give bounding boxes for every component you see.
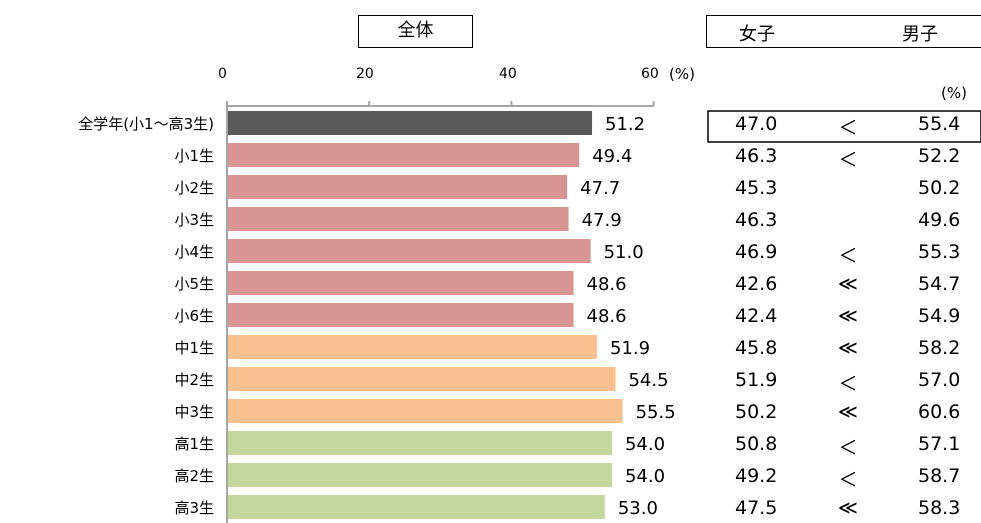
girls-value-5: 42.6 xyxy=(735,273,778,295)
axis-unit-label: (%) xyxy=(669,65,695,83)
comparison-symbol-11: ＜ xyxy=(838,469,858,491)
category-label-8: 中2生 xyxy=(174,371,214,389)
axis-tick-40: 40 xyxy=(499,66,517,82)
girls-value-7: 45.8 xyxy=(735,337,778,359)
girls-value-1: 46.3 xyxy=(735,145,778,167)
boys-value-12: 58.3 xyxy=(918,497,961,519)
boys-header-label: 男子 xyxy=(902,24,938,45)
table-unit-label: (%) xyxy=(941,84,967,102)
boys-value-5: 54.7 xyxy=(918,273,961,295)
girls-value-10: 50.8 xyxy=(735,433,778,455)
value-label-6: 48.6 xyxy=(586,306,627,327)
comparison-symbol-5: ≪ xyxy=(838,273,858,295)
value-label-2: 47.7 xyxy=(580,178,621,199)
bar-6 xyxy=(228,303,574,327)
category-label-0: 全学年(小1～高3生) xyxy=(78,115,214,133)
overall-header-box: 全体 xyxy=(358,15,473,48)
bar-12 xyxy=(228,495,605,519)
bar-2 xyxy=(228,175,568,199)
category-label-2: 小2生 xyxy=(174,179,214,197)
category-label-12: 高3生 xyxy=(174,499,214,517)
boys-value-4: 55.3 xyxy=(918,241,961,263)
boys-value-6: 54.9 xyxy=(918,305,961,327)
girls-value-0: 47.0 xyxy=(735,113,778,135)
value-label-11: 54.0 xyxy=(624,466,666,487)
girls-header-label: 女子 xyxy=(739,24,775,45)
value-label-7: 51.9 xyxy=(610,338,651,359)
comparison-symbol-9: ≪ xyxy=(838,401,858,423)
category-label-5: 小5生 xyxy=(174,275,214,293)
bar-4 xyxy=(228,239,591,263)
category-label-4: 小4生 xyxy=(174,243,214,261)
bar-9 xyxy=(228,399,623,423)
boys-value-9: 60.6 xyxy=(918,401,961,423)
girls-value-4: 46.9 xyxy=(735,241,778,263)
value-label-9: 55.5 xyxy=(635,402,676,423)
girls-value-6: 42.4 xyxy=(735,305,778,327)
category-label-9: 中3生 xyxy=(174,403,214,421)
value-label-1: 49.4 xyxy=(592,146,633,167)
girls-value-11: 49.2 xyxy=(735,465,778,487)
girls-value-8: 51.9 xyxy=(735,369,778,391)
girls-value-12: 47.5 xyxy=(735,497,778,519)
value-label-3: 47.9 xyxy=(581,210,622,231)
girls-value-3: 46.3 xyxy=(735,209,778,231)
bar-1 xyxy=(228,143,580,167)
bar-3 xyxy=(228,207,569,231)
category-label-3: 小3生 xyxy=(174,211,214,229)
gender-header-box: 女子 男子 xyxy=(706,15,981,48)
overall-row-frame xyxy=(707,110,981,143)
boys-value-2: 50.2 xyxy=(918,177,961,199)
comparison-symbol-12: ≪ xyxy=(838,497,858,519)
comparison-symbol-0: ＜ xyxy=(838,117,858,139)
comparison-symbol-8: ＜ xyxy=(838,373,858,395)
boys-value-8: 57.0 xyxy=(918,369,961,391)
value-label-12: 53.0 xyxy=(617,498,658,519)
overall-header-label: 全体 xyxy=(397,20,434,41)
value-label-10: 54.0 xyxy=(624,434,666,455)
value-label-0: 51.2 xyxy=(605,114,646,135)
comparison-symbol-4: ＜ xyxy=(838,245,858,267)
comparison-symbol-6: ≪ xyxy=(838,305,858,327)
comparison-symbol-1: ＜ xyxy=(838,149,858,171)
axis-tick-0: 0 xyxy=(218,66,227,82)
value-label-8: 54.5 xyxy=(628,370,669,391)
axis-tick-20: 20 xyxy=(356,66,374,82)
category-label-10: 高1生 xyxy=(174,435,214,453)
bar-5 xyxy=(228,271,574,295)
category-label-7: 中1生 xyxy=(174,339,214,357)
boys-value-7: 58.2 xyxy=(918,337,961,359)
category-label-11: 高2生 xyxy=(174,467,214,485)
bar-7 xyxy=(228,335,598,359)
boys-value-3: 49.6 xyxy=(918,209,961,231)
boys-value-1: 52.2 xyxy=(918,145,961,167)
bar-0 xyxy=(228,111,593,135)
boys-value-10: 57.1 xyxy=(918,433,961,455)
axis-tick-60: 60 xyxy=(641,66,659,82)
value-label-4: 51.0 xyxy=(603,242,644,263)
girls-value-9: 50.2 xyxy=(735,401,778,423)
comparison-symbol-7: ≪ xyxy=(838,337,858,359)
comparison-symbol-10: ＜ xyxy=(838,437,858,459)
bar-11 xyxy=(228,463,612,487)
category-label-6: 小6生 xyxy=(174,307,214,325)
bar-8 xyxy=(228,367,616,391)
girls-value-2: 45.3 xyxy=(735,177,778,199)
value-label-5: 48.6 xyxy=(586,274,627,295)
category-label-1: 小1生 xyxy=(174,147,214,165)
boys-value-11: 58.7 xyxy=(918,465,961,487)
boys-value-0: 55.4 xyxy=(918,113,961,135)
bar-10 xyxy=(228,431,612,455)
